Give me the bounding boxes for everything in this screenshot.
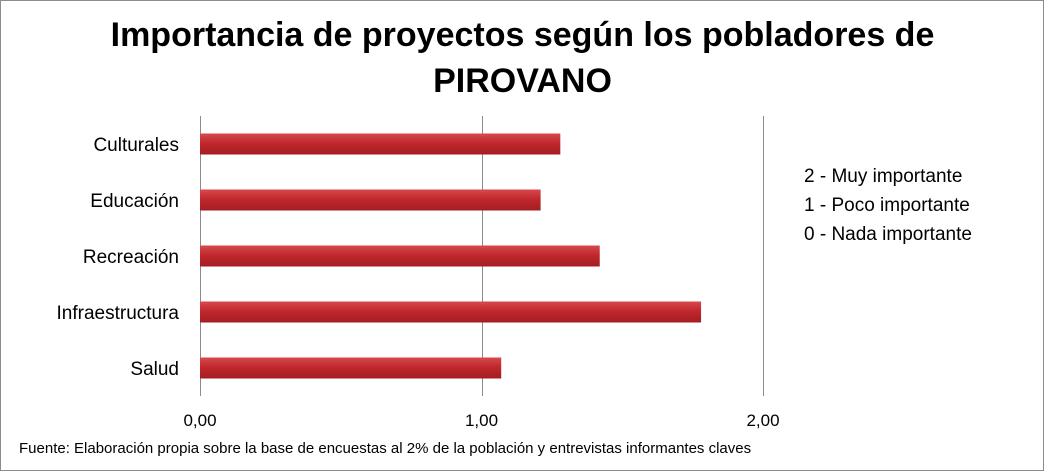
bar-culturales — [200, 133, 561, 155]
x-tick-label-2: 2,00 — [746, 411, 779, 430]
bar-salud — [200, 357, 502, 379]
category-label-salud: Salud — [130, 359, 179, 380]
category-label-infraestructura: Infraestructura — [57, 303, 180, 324]
legend-item-muy-importante: 2 - Muy importante — [804, 166, 963, 187]
x-tick-label-1: 1,00 — [465, 411, 498, 430]
bar-infraestructura — [200, 301, 702, 323]
x-tick-label-0: 0,00 — [183, 411, 216, 430]
legend-item-poco-importante: 1 - Poco importante — [804, 195, 970, 216]
category-label-recreacion: Recreación — [83, 247, 179, 268]
chart-title: Importancia de proyectos según los pobla… — [110, 16, 935, 100]
category-label-educacion: Educación — [90, 191, 179, 212]
bar-recreacion — [200, 245, 600, 267]
legend-item-nada-importante: 0 - Nada importante — [804, 224, 972, 245]
bar-educacion — [200, 189, 541, 211]
category-label-culturales: Culturales — [93, 135, 179, 156]
legend: 2 - Muy importante 1 - Poco importante 0… — [804, 162, 972, 249]
source-note: Fuente: Elaboración propia sobre la base… — [19, 440, 752, 457]
